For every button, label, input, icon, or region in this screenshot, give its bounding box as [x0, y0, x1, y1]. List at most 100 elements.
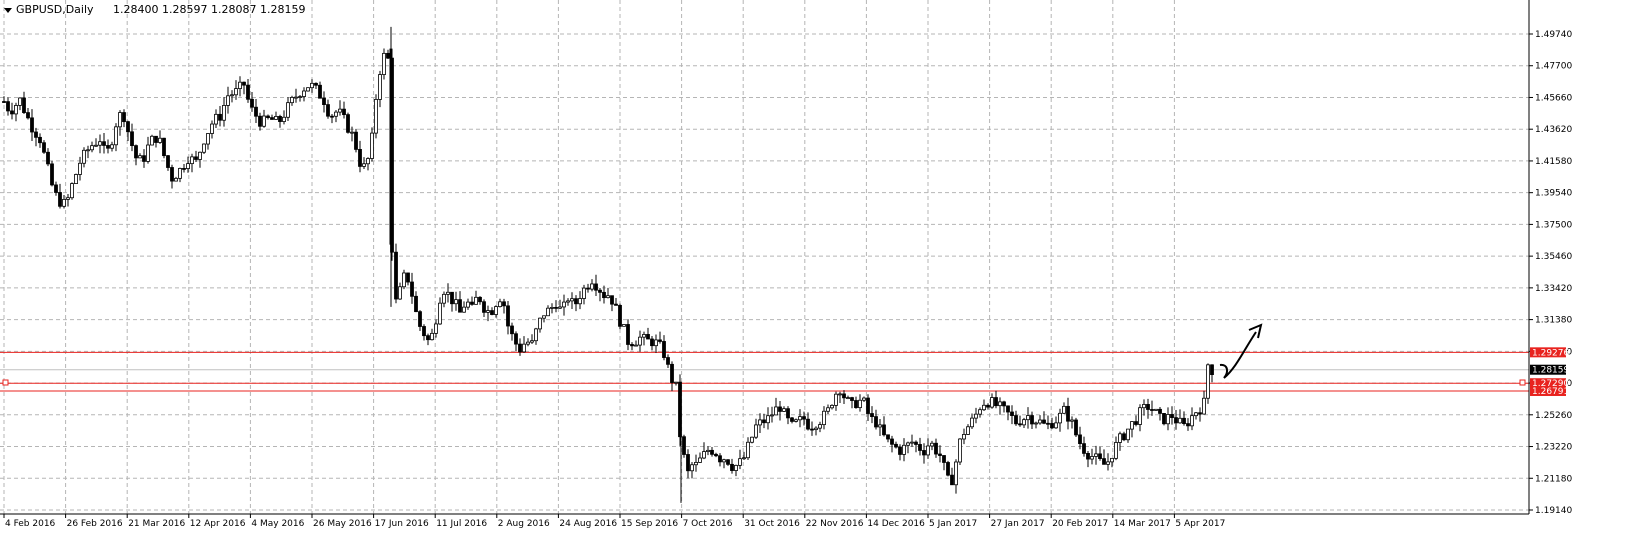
candle — [910, 434, 914, 447]
candle — [682, 434, 686, 458]
candle — [250, 91, 254, 112]
axes — [0, 0, 1530, 515]
candle — [630, 342, 634, 351]
candle — [1110, 457, 1114, 468]
candle — [310, 79, 314, 93]
candle — [806, 412, 810, 431]
candle — [482, 299, 486, 317]
candle — [1058, 408, 1062, 432]
candle — [714, 452, 718, 458]
level-price-label: 1.29276 — [1532, 348, 1569, 358]
candle — [934, 438, 938, 458]
candle — [638, 330, 642, 352]
candle — [210, 120, 214, 139]
x-tick-label: 15 Sep 2016 — [621, 519, 678, 529]
candle — [50, 160, 54, 187]
candle — [1054, 416, 1058, 429]
candle — [162, 137, 166, 159]
candle — [902, 438, 906, 462]
candle — [582, 284, 586, 305]
candle — [218, 105, 222, 127]
candle — [810, 421, 814, 436]
candle — [226, 86, 230, 114]
candle — [314, 82, 318, 90]
candle — [454, 291, 458, 311]
candle — [522, 336, 526, 353]
candle — [694, 454, 698, 472]
y-tick-label: 1.37500 — [1535, 220, 1572, 230]
candle — [102, 133, 106, 154]
candle — [389, 26, 393, 307]
candle — [262, 109, 266, 128]
candle — [478, 296, 482, 305]
trend-arrow-icon[interactable] — [1219, 331, 1257, 379]
candle — [526, 338, 530, 347]
candle — [1034, 421, 1038, 429]
candle — [434, 319, 438, 338]
x-tick-label: 14 Mar 2017 — [1114, 519, 1171, 529]
candle — [222, 96, 226, 127]
candle — [394, 243, 398, 304]
candle — [294, 88, 298, 103]
candle — [426, 333, 430, 346]
candle — [602, 285, 606, 304]
x-tick-label: 12 Apr 2016 — [190, 519, 246, 529]
candle — [1090, 448, 1094, 465]
y-tick-label: 1.21180 — [1535, 474, 1572, 484]
chevron-down-icon[interactable] — [4, 8, 12, 13]
candle — [798, 409, 802, 428]
candle — [462, 301, 466, 313]
candle — [38, 133, 42, 148]
candle — [1014, 410, 1018, 426]
level-handle[interactable] — [2, 379, 9, 386]
candle — [598, 287, 602, 302]
ohlc-readout: 1.28400 1.28597 1.28087 1.28159 — [113, 3, 305, 16]
candle — [578, 291, 582, 310]
candle — [954, 459, 958, 494]
candle — [306, 87, 310, 92]
candle — [374, 94, 378, 139]
candle — [66, 193, 70, 207]
candle — [1018, 415, 1022, 427]
candle — [938, 445, 942, 463]
candle — [274, 111, 278, 120]
candle — [978, 407, 982, 418]
candle — [858, 394, 862, 412]
candle — [154, 135, 158, 148]
candle — [1126, 428, 1130, 443]
candle — [430, 328, 434, 341]
candle — [1186, 418, 1190, 431]
candle — [70, 182, 74, 200]
candle — [1038, 415, 1042, 425]
candle — [142, 149, 146, 168]
candle — [302, 87, 306, 102]
candle — [498, 298, 502, 308]
candle — [1138, 404, 1142, 432]
y-tick-label: 1.31380 — [1535, 316, 1572, 326]
gridlines — [0, 0, 1529, 514]
level-price-tag — [1530, 347, 1566, 358]
level-handle[interactable] — [1519, 379, 1526, 386]
candle — [530, 334, 534, 345]
candle — [606, 287, 610, 299]
candle — [778, 401, 782, 421]
candle — [546, 305, 550, 317]
candle — [962, 428, 966, 445]
candle — [750, 436, 754, 444]
candle — [410, 272, 414, 304]
candle — [138, 153, 142, 159]
candle — [534, 327, 538, 345]
candle — [922, 443, 926, 464]
candle — [1134, 415, 1138, 427]
y-tick-label: 1.19140 — [1535, 506, 1572, 516]
candle — [22, 91, 26, 115]
candle — [150, 134, 154, 146]
candle — [246, 79, 250, 103]
candle — [790, 416, 794, 424]
candle — [290, 95, 294, 106]
candle — [118, 110, 122, 136]
candle — [518, 338, 522, 356]
candle — [1174, 410, 1178, 430]
